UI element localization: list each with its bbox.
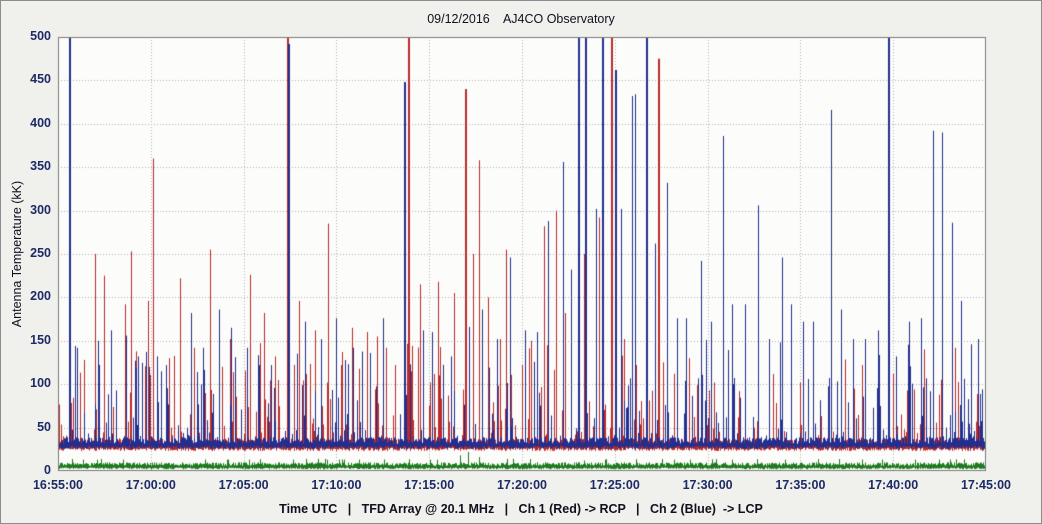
x-axis-legend: Time UTC | TFD Array @ 20.1 MHz | Ch 1 (… [279, 502, 763, 516]
y-tick-label: 300 [30, 202, 51, 217]
x-tick-label: 17:25:00 [589, 478, 640, 492]
x-tick-label: 17:10:00 [311, 478, 362, 492]
x-tick-label: 17:30:00 [682, 478, 733, 492]
y-tick-label: 100 [30, 376, 51, 391]
y-tick-label: 200 [30, 289, 51, 304]
y-tick-label: 150 [30, 332, 51, 347]
y-tick-label: 250 [30, 246, 51, 260]
y-tick-label: 400 [30, 115, 51, 130]
y-tick-label: 500 [30, 29, 51, 43]
chart-title: 09/12/2016 AJ4CO Observatory [427, 12, 615, 26]
x-tick-label: 17:40:00 [868, 478, 919, 492]
x-tick-label: 17:05:00 [218, 478, 269, 492]
x-tick-label: 17:15:00 [404, 478, 455, 492]
x-tick-label: 17:35:00 [775, 478, 826, 492]
y-tick-label: 50 [37, 419, 51, 434]
y-tick-label: 450 [30, 72, 51, 87]
x-tick-label: 16:55:00 [32, 478, 84, 492]
y-tick-label: 0 [44, 463, 51, 477]
y-tick-label: 350 [30, 159, 51, 174]
x-tick-label: 17:00:00 [125, 478, 176, 492]
x-tick-label: 17:45:00 [960, 478, 1012, 492]
x-tick-label: 17:20:00 [496, 478, 548, 492]
